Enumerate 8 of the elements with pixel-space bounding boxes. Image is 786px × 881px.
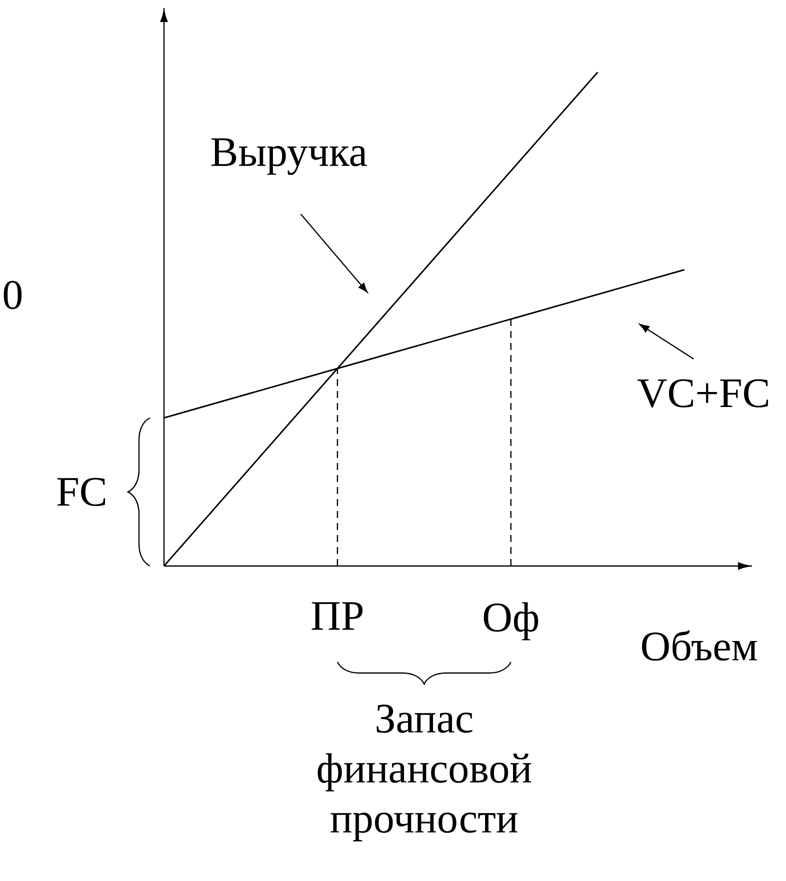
text: 0 — [4, 280, 22, 310]
text: Запас финансовой прочности — [318, 704, 532, 842]
x-axis-title: Объем — [642, 630, 757, 661]
text: FC — [57, 478, 106, 506]
x-tick-label: ПР — [312, 602, 363, 630]
legend-label: VC+FC — [637, 379, 768, 408]
x-tick-label: Оф — [484, 602, 538, 640]
text: Выручка — [211, 138, 367, 175]
